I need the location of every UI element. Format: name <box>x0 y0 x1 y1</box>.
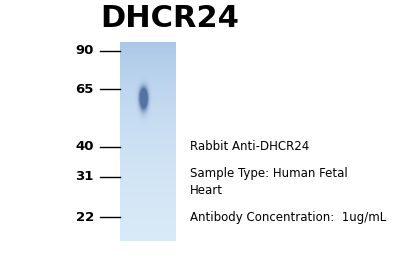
Text: Antibody Concentration:  1ug/mL: Antibody Concentration: 1ug/mL <box>190 211 386 225</box>
Text: 65: 65 <box>75 83 94 96</box>
Text: Sample Type: Human Fetal: Sample Type: Human Fetal <box>190 167 348 179</box>
Text: Heart: Heart <box>190 184 223 198</box>
Title: DHCR24: DHCR24 <box>101 4 240 33</box>
Text: 31: 31 <box>75 170 94 183</box>
Text: Rabbit Anti-DHCR24: Rabbit Anti-DHCR24 <box>190 140 309 152</box>
Text: 90: 90 <box>75 44 94 57</box>
Text: 22: 22 <box>76 211 94 224</box>
Text: 40: 40 <box>75 140 94 153</box>
